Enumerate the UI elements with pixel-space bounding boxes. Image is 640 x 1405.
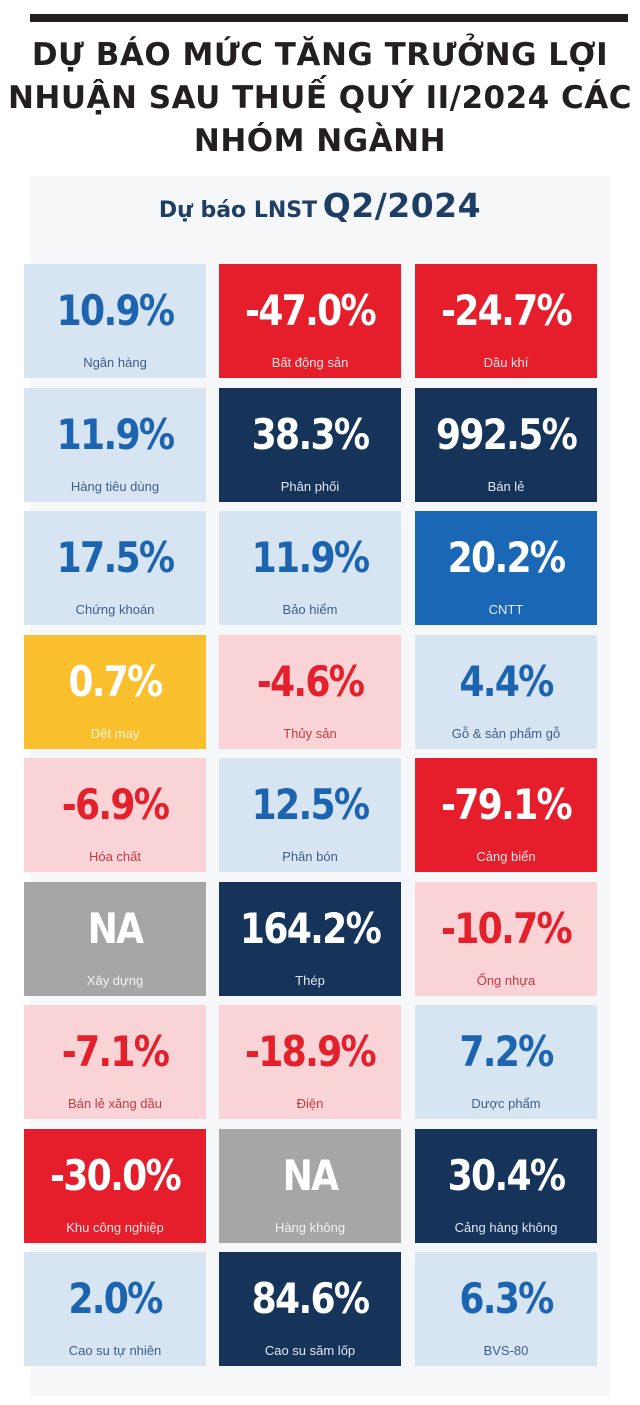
- sector-tile: -79.1% Cảng biển: [415, 758, 597, 872]
- sector-tile: -4.6% Thủy sản: [219, 635, 401, 749]
- sector-value: 11.9%: [251, 533, 370, 582]
- sector-label: Phân bón: [282, 849, 338, 864]
- sector-value: -6.9%: [61, 780, 170, 829]
- sector-value: 84.6%: [251, 1274, 370, 1323]
- sector-value: NA: [87, 904, 144, 953]
- sector-label: Dệt may: [90, 726, 140, 741]
- sector-label: Hàng không: [274, 1220, 346, 1235]
- sector-tile: -24.7% Dầu khí: [415, 264, 597, 378]
- sector-tile: 84.6% Cao su săm lốp: [219, 1252, 401, 1366]
- sector-tile: -10.7% Ống nhựa: [415, 882, 597, 996]
- sector-tile: 38.3% Phân phối: [219, 388, 401, 502]
- sector-tile: 30.4% Cảng hàng không: [415, 1129, 597, 1243]
- sector-value: -24.7%: [441, 286, 573, 335]
- sector-value: 4.4%: [459, 657, 554, 706]
- sector-tile: 11.9% Hàng tiêu dùng: [24, 388, 206, 502]
- sector-value: NA: [282, 1151, 339, 1200]
- sector-value: -4.6%: [256, 657, 365, 706]
- sector-tile: 20.2% CNTT: [415, 511, 597, 625]
- chart-title-period: Q2/2024: [322, 186, 482, 225]
- sector-tile: 992.5% Bán lẻ: [415, 388, 597, 502]
- sector-label: Thép: [295, 973, 325, 988]
- sector-tile: -6.9% Hóa chất: [24, 758, 206, 872]
- sector-label: Ngân hàng: [83, 355, 147, 370]
- sector-tile: 6.3% BVS-80: [415, 1252, 597, 1366]
- sector-tile: 11.9% Bảo hiểm: [219, 511, 401, 625]
- sector-value: -18.9%: [245, 1027, 377, 1076]
- sector-label: Thủy sản: [283, 726, 337, 741]
- sector-tile: NA Hàng không: [219, 1129, 401, 1243]
- sector-tile: -30.0% Khu công nghiệp: [24, 1129, 206, 1243]
- sector-label: Ống nhựa: [476, 973, 536, 988]
- sector-label: CNTT: [488, 602, 524, 617]
- sector-label: Phân phối: [280, 479, 340, 494]
- sector-label: Cao su săm lốp: [264, 1343, 356, 1358]
- sector-label: Xây dựng: [86, 973, 144, 988]
- headline: DỰ BÁO MỨC TĂNG TRƯỞNG LỢI NHUẬN SAU THU…: [7, 37, 633, 159]
- sector-label: Dầu khí: [483, 355, 529, 370]
- sector-value: 0.7%: [68, 657, 163, 706]
- sector-tile: 17.5% Chứng khoán: [24, 511, 206, 625]
- sector-label: Cảng hàng không: [454, 1220, 558, 1235]
- sector-value: 10.9%: [56, 286, 175, 335]
- sector-label: Chứng khoán: [75, 602, 155, 617]
- sector-label: Hóa chất: [88, 849, 142, 864]
- sector-value: 30.4%: [447, 1151, 566, 1200]
- chart-title: Dự báo LNST Q2/2024: [0, 186, 640, 225]
- sector-tile: 10.9% Ngân hàng: [24, 264, 206, 378]
- sector-tile: 12.5% Phân bón: [219, 758, 401, 872]
- sector-label: Gỗ & sản phẩm gỗ: [451, 726, 561, 741]
- sector-value: 164.2%: [239, 904, 382, 953]
- sector-value: 6.3%: [459, 1274, 554, 1323]
- sector-label: Điện: [296, 1096, 324, 1111]
- sector-value: 38.3%: [251, 410, 370, 459]
- sector-tile: 7.2% Dược phẩm: [415, 1005, 597, 1119]
- sector-label: Dược phẩm: [471, 1096, 541, 1111]
- sector-tile: 2.0% Cao su tự nhiên: [24, 1252, 206, 1366]
- sector-tile: 164.2% Thép: [219, 882, 401, 996]
- sector-label: Bảo hiểm: [282, 602, 338, 617]
- sector-value: 11.9%: [56, 410, 175, 459]
- top-rule: [30, 14, 628, 22]
- sector-value: -47.0%: [245, 286, 377, 335]
- sector-tile: 0.7% Dệt may: [24, 635, 206, 749]
- sector-label: Khu công nghiệp: [66, 1220, 164, 1235]
- sector-label: BVS-80: [483, 1343, 529, 1358]
- sector-tile: -7.1% Bán lẻ xăng dầu: [24, 1005, 206, 1119]
- sector-tile: NA Xây dựng: [24, 882, 206, 996]
- sector-value: -79.1%: [441, 780, 573, 829]
- sector-tile: -47.0% Bất động sản: [219, 264, 401, 378]
- sector-value: 2.0%: [68, 1274, 163, 1323]
- sector-label: Cảng biển: [476, 849, 536, 864]
- sector-value: -10.7%: [441, 904, 573, 953]
- sector-label: Hàng tiêu dùng: [70, 479, 160, 494]
- sector-value: 17.5%: [56, 533, 175, 582]
- sector-value: 7.2%: [459, 1027, 554, 1076]
- sector-value: -30.0%: [50, 1151, 182, 1200]
- sector-label: Bán lẻ: [487, 479, 525, 494]
- sector-value: 992.5%: [435, 410, 578, 459]
- sector-tile: -18.9% Điện: [219, 1005, 401, 1119]
- sector-value: -7.1%: [61, 1027, 170, 1076]
- sector-tile: 4.4% Gỗ & sản phẩm gỗ: [415, 635, 597, 749]
- sector-label: Cao su tự nhiên: [68, 1343, 162, 1358]
- sector-value: 20.2%: [447, 533, 566, 582]
- sector-label: Bất động sản: [271, 355, 349, 370]
- sector-value: 12.5%: [251, 780, 370, 829]
- chart-title-prefix: Dự báo LNST: [158, 198, 318, 223]
- sector-label: Bán lẻ xăng dầu: [68, 1096, 162, 1111]
